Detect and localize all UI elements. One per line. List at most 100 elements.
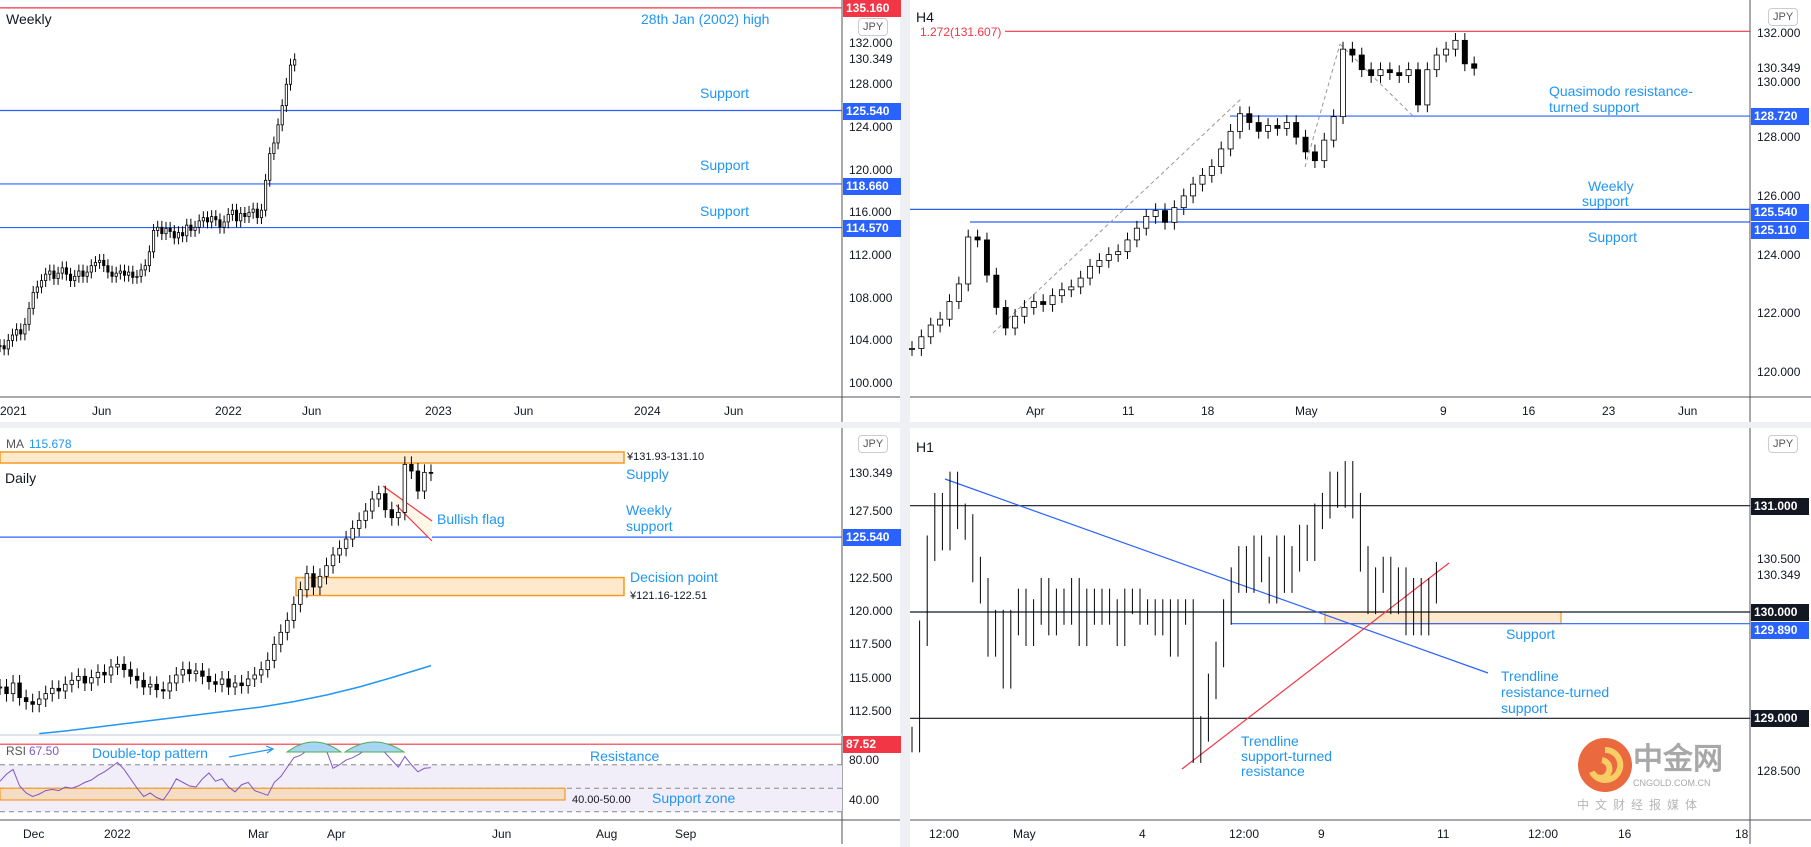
h4-candle-body bbox=[1133, 227, 1140, 241]
bullish-flag-lower-line bbox=[395, 504, 433, 542]
annotation-blue-trendline-2: resistance-turned bbox=[1501, 684, 1610, 700]
price-tick-label: 124.000 bbox=[1757, 247, 1801, 262]
h4-candle-body bbox=[918, 336, 925, 349]
currency-pill[interactable]: JPY bbox=[858, 435, 889, 453]
daily-candle-body bbox=[115, 663, 120, 668]
daily-candle-body bbox=[428, 471, 434, 474]
weekly-candle-body bbox=[143, 265, 147, 271]
time-tick-label: Jun bbox=[492, 827, 512, 841]
weekly-candle-body bbox=[118, 270, 122, 274]
daily-candle-body bbox=[128, 669, 133, 677]
annotation-double-top: Double-top pattern bbox=[92, 745, 208, 761]
double-top-arrow bbox=[228, 748, 274, 758]
h4-timeframe-label: H4 bbox=[916, 9, 934, 25]
daily-candle-body bbox=[343, 538, 349, 549]
daily-candle-body bbox=[4, 686, 9, 695]
price-tick-label: 117.500 bbox=[849, 637, 892, 652]
weekly-panel bbox=[0, 0, 900, 422]
time-tick-label: 4 bbox=[1139, 827, 1146, 841]
rsi-tick-label: 40.00 bbox=[849, 793, 880, 807]
weekly-candle-body bbox=[226, 214, 230, 223]
weekly-candle-body bbox=[197, 220, 201, 228]
weekly-candle-body bbox=[288, 64, 293, 85]
weekly-candle-body bbox=[243, 212, 247, 217]
weekly-candle-body bbox=[284, 83, 288, 107]
current-price-label: 130.349 bbox=[849, 466, 893, 481]
price-tick-label: 100.000 bbox=[849, 376, 893, 391]
daily-candle-body bbox=[180, 669, 186, 676]
time-tick-label: 11 bbox=[1122, 404, 1135, 418]
weekly-candle-body bbox=[48, 270, 52, 275]
weekly-candle-body bbox=[77, 270, 81, 277]
h4-candle-body bbox=[937, 318, 944, 326]
time-tick-label: 12:00 bbox=[1528, 827, 1559, 841]
weekly-candle-body bbox=[73, 275, 77, 282]
h4-candle-body bbox=[1265, 125, 1272, 132]
weekly-candle-body bbox=[201, 217, 205, 222]
annotation-decision-point: Decision point bbox=[630, 569, 718, 585]
weekly-candle-body bbox=[185, 224, 189, 237]
daily-candle-body bbox=[317, 575, 323, 588]
price-tick-label: 130.000 bbox=[1757, 75, 1801, 90]
weekly-candle-body bbox=[56, 272, 60, 279]
time-tick-label: 9 bbox=[1440, 404, 1447, 418]
time-tick-label: Mar bbox=[248, 827, 269, 841]
rsi-resistance-badge: 87.52 bbox=[843, 736, 901, 754]
cngold-logo-icon bbox=[1578, 738, 1632, 792]
weekly-candle-body bbox=[52, 270, 56, 279]
h4-candle-body bbox=[1471, 63, 1478, 69]
daily-candle-body bbox=[17, 682, 22, 699]
currency-pill[interactable]: JPY bbox=[858, 18, 889, 36]
price-tick-label: 122.500 bbox=[849, 570, 893, 585]
h4-candle-body bbox=[1087, 265, 1094, 279]
annotation-weekly-support-2: support bbox=[626, 518, 673, 534]
h4-candle-body bbox=[993, 274, 1000, 308]
currency-pill[interactable]: JPY bbox=[1768, 435, 1799, 453]
h4-candle-body bbox=[1349, 48, 1356, 56]
h4-candle-body bbox=[1386, 69, 1393, 74]
daily-candle-body bbox=[396, 511, 401, 519]
time-tick-label: 2023 bbox=[425, 404, 452, 418]
annotation-red-trendline-2: support-turned bbox=[1241, 748, 1333, 764]
h1-timeframe-label: H1 bbox=[916, 439, 934, 455]
rsi-support-zone bbox=[0, 787, 566, 801]
daily-candle-body bbox=[213, 681, 218, 685]
daily-candle-body bbox=[154, 683, 159, 691]
currency-pill[interactable]: JPY bbox=[1768, 8, 1799, 26]
daily-candle-body bbox=[200, 670, 205, 677]
daily-candle-body bbox=[174, 674, 179, 684]
price-tick-label: 128.500 bbox=[1757, 764, 1801, 779]
time-tick-label: 12:00 bbox=[929, 827, 960, 841]
h4-candle-body bbox=[1208, 166, 1215, 176]
h4-candle-body bbox=[909, 348, 915, 350]
price-badge: 128.720 bbox=[1751, 108, 1809, 126]
annotation-support-125-11: Support bbox=[1588, 229, 1638, 245]
daily-candle-body bbox=[370, 498, 375, 512]
daily-candle-body bbox=[43, 693, 48, 700]
weekly-candle-body bbox=[222, 221, 226, 228]
daily-candle-body bbox=[415, 470, 421, 492]
time-tick-label: 18 bbox=[1201, 404, 1215, 418]
weekly-candle-body bbox=[176, 232, 180, 239]
current-price-label: 130.349 bbox=[849, 52, 893, 67]
price-badge: 129.000 bbox=[1751, 710, 1809, 728]
price-tick-label: 128.000 bbox=[1757, 130, 1801, 145]
supply-zone bbox=[0, 451, 625, 464]
h4-candle-body bbox=[1396, 72, 1403, 76]
price-tick-label: 112.000 bbox=[849, 248, 892, 262]
rsi-line bbox=[0, 743, 432, 801]
h4-candle-body bbox=[1452, 39, 1459, 50]
weekly-candle-body bbox=[251, 208, 255, 213]
daily-candle-body bbox=[95, 671, 101, 679]
h4-candle-body bbox=[1171, 207, 1178, 223]
annotation-support-114: Support bbox=[700, 203, 750, 219]
h4-candle-body bbox=[1274, 125, 1281, 129]
double-top-arc bbox=[285, 741, 343, 753]
daily-candle-body bbox=[298, 589, 303, 605]
price-badge: 125.540 bbox=[1751, 203, 1809, 221]
daily-candle-body bbox=[356, 519, 362, 529]
price-badge: 131.000 bbox=[1751, 497, 1809, 515]
daily-candle-body bbox=[23, 697, 29, 703]
h4-candle-body bbox=[1433, 54, 1440, 71]
